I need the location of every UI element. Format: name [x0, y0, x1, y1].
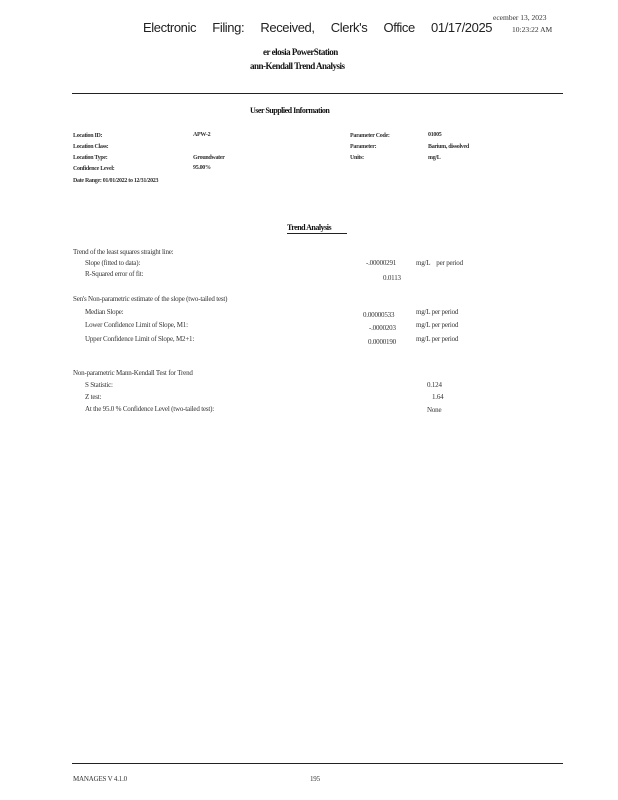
s-value: 0.124	[427, 381, 442, 389]
z-value: 1.64	[432, 393, 444, 401]
footer-divider	[72, 763, 563, 764]
footer-version: MANAGES V 4.1.0	[73, 775, 127, 783]
location-type-label: Location Type:	[73, 155, 108, 161]
lcl-label: Lower Confidence Limit of Slope, M1:	[85, 321, 188, 329]
sen-heading: Sen's Non-parametric estimate of the slo…	[73, 295, 228, 303]
date-range: Date Range: 01/01/2022 to 12/31/2023	[73, 178, 159, 184]
confidence-label: Confidence Level:	[73, 166, 115, 172]
trend-heading: Trend Analysis	[287, 223, 332, 232]
filing-stamp: Electronic Filing: Received, Clerk's Off…	[143, 20, 493, 35]
median-label: Median Slope:	[85, 308, 124, 316]
conf-result: None	[427, 406, 442, 414]
slope-value: -.00000291	[366, 259, 397, 267]
trend-heading-underline	[287, 233, 347, 234]
location-id-label: Location ID:	[73, 133, 103, 139]
user-info-heading: User Supplied Information	[250, 106, 330, 115]
location-id: APW-2	[193, 132, 211, 138]
units: mg/L	[428, 155, 441, 161]
lcl-value: -.0000203	[369, 324, 396, 332]
parameter: Barium, dissolved	[428, 144, 469, 150]
ls-heading: Trend of the least squares straight line…	[73, 248, 174, 256]
rsq-value: 0.0113	[383, 274, 401, 282]
median-unit: mg/L per period	[416, 308, 459, 316]
page-number: 195	[310, 775, 320, 783]
s-label: S Statistic:	[85, 381, 113, 389]
report-time: 10:23:22 AM	[512, 25, 553, 34]
rsq-label: R-Squared error of fit:	[85, 270, 144, 278]
param-code: 01005	[428, 132, 442, 138]
report-date: ecember 13, 2023	[493, 13, 547, 22]
location-class-label: Location Class:	[73, 144, 109, 150]
header-divider	[72, 93, 563, 94]
ucl-label: Upper Confidence Limit of Slope, M2+1:	[85, 335, 195, 343]
param-code-label: Parameter Code:	[350, 133, 390, 139]
confidence-level: 95.00%	[193, 165, 211, 171]
slope-unit: mg/L per period	[416, 259, 463, 267]
mk-heading: Non-parametric Mann-Kendall Test for Tre…	[73, 369, 193, 377]
slope-label: Slope (fitted to data):	[85, 259, 141, 267]
median-value: 0.00000533	[363, 311, 395, 319]
ucl-value: 0.0000190	[368, 338, 396, 346]
location-type: Groundwater	[193, 155, 225, 161]
units-label: Units:	[350, 155, 364, 161]
parameter-label: Parameter:	[350, 144, 377, 150]
title-line-1: er elosia PowerStation	[263, 47, 338, 57]
z-label: Z test:	[85, 393, 102, 401]
title-line-2: ann-Kendall Trend Analysis	[250, 61, 345, 71]
lcl-unit: mg/L per period	[416, 321, 459, 329]
conf-label: At the 95.0 % Confidence Level (two-tail…	[85, 405, 214, 413]
ucl-unit: mg/L per period	[416, 335, 459, 343]
